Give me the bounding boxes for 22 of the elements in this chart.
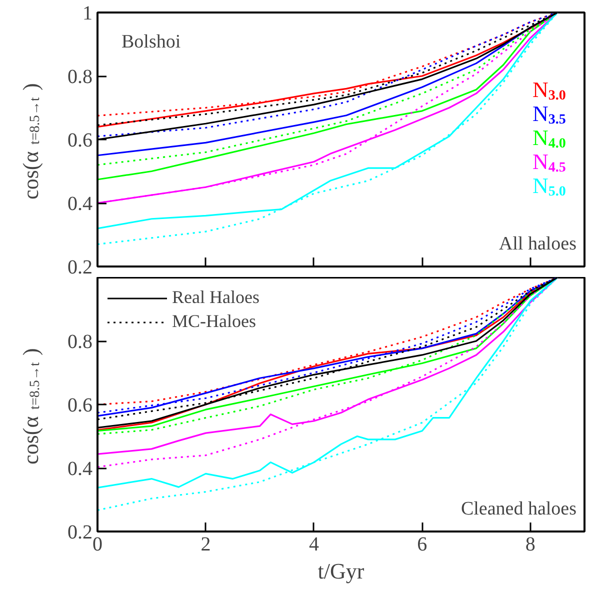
- x-axis-title: t/Gyr: [318, 558, 365, 584]
- annotation: Bolshoi: [122, 32, 181, 52]
- y-tick-label: 0.4: [68, 193, 92, 215]
- y-tick-label: 0.8: [68, 66, 92, 88]
- y-tick-label: 1: [82, 2, 92, 24]
- x-tick-label: 8: [525, 534, 536, 556]
- y-tick-label: 0.6: [68, 130, 92, 152]
- x-tick-label: 2: [200, 534, 211, 556]
- x-tick-label: 6: [417, 534, 428, 556]
- legend-label: Real Haloes: [172, 287, 260, 308]
- y-axis-title: cos(αt=8.5→t): [18, 83, 43, 200]
- y-tick-label: 0.8: [68, 331, 92, 353]
- x-tick-label: 0: [92, 534, 102, 556]
- x-tick-label: 4: [308, 534, 319, 556]
- legend-label: MC-Haloes: [172, 311, 256, 332]
- y-tick-label: 0.4: [68, 458, 92, 480]
- y-tick-label: 0.2: [68, 256, 92, 278]
- y-tick-label: 0.2: [68, 522, 92, 544]
- y-axis-title: cos(αt=8.5→t): [18, 348, 43, 464]
- y-tick-label: 0.6: [68, 394, 92, 416]
- annotation: All haloes: [498, 234, 577, 254]
- annotation: Cleaned haloes: [460, 498, 577, 520]
